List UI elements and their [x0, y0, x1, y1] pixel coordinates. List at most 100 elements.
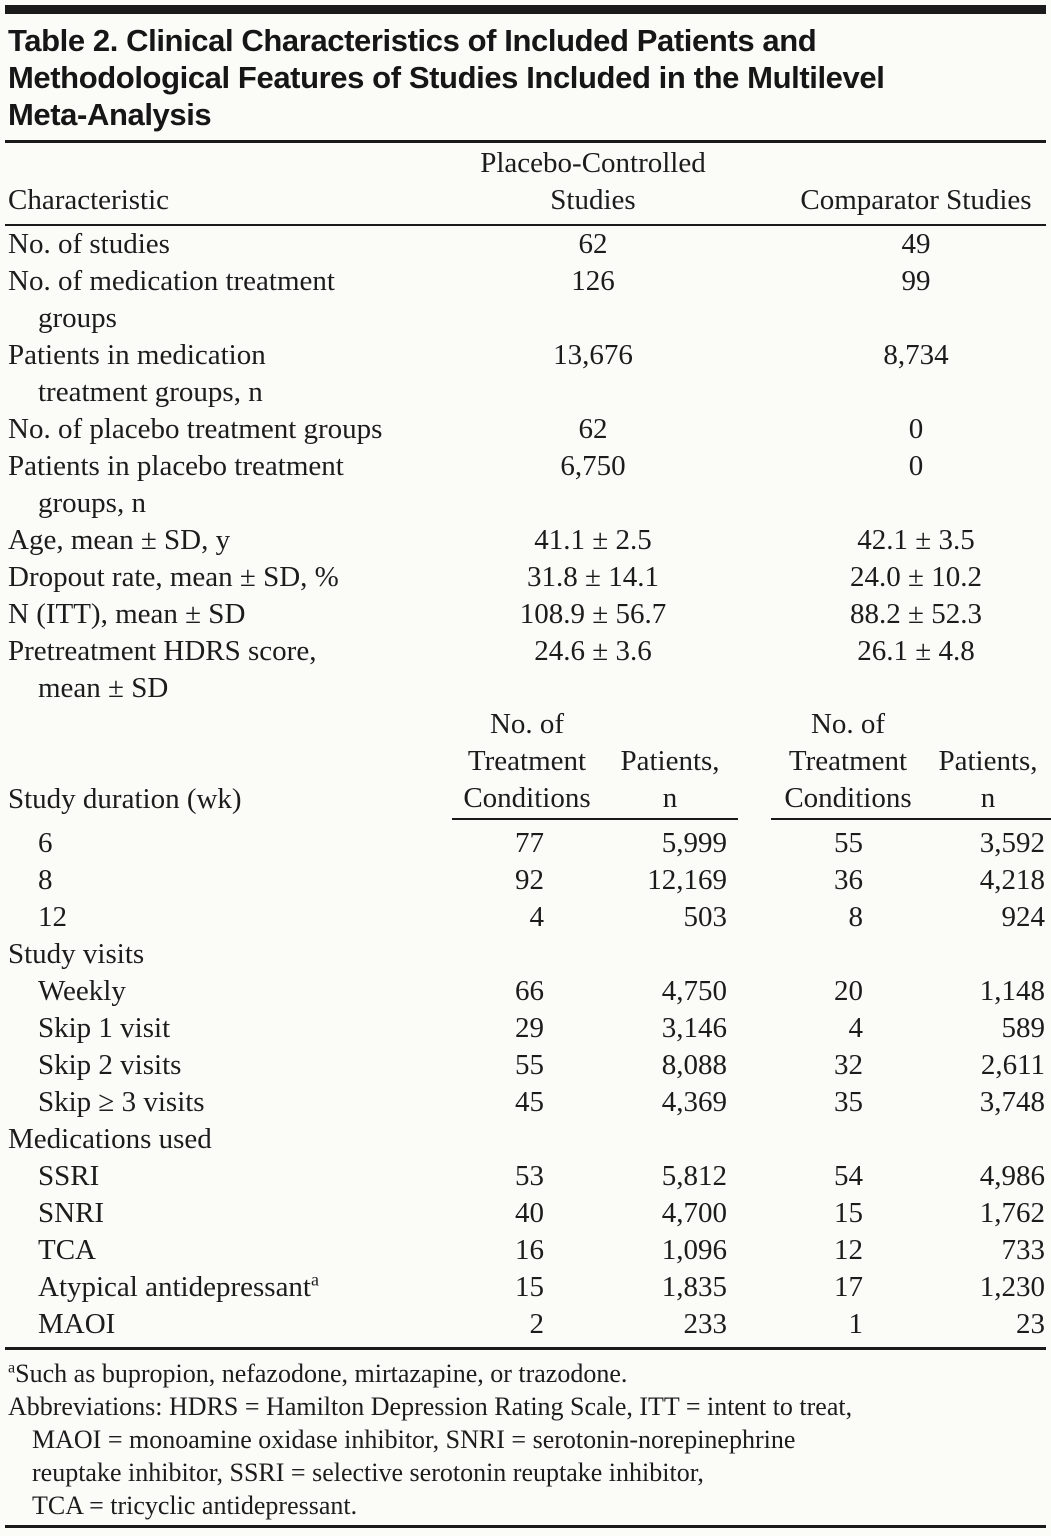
row-label: SSRI — [38, 1160, 100, 1192]
comparator-value: 49 — [901, 228, 931, 260]
row-label: Study visits — [8, 938, 145, 970]
table-row: TCA 16 1,096 12 733 — [0, 1232, 1051, 1269]
pc-patients-value — [544, 1121, 727, 1158]
row-label: TCA — [38, 1234, 96, 1266]
table-row: 6 77 5,999 55 3,592 — [0, 825, 1051, 862]
table-title-line: Meta-Analysis — [8, 97, 212, 132]
footnotes: aSuch as bupropion, nefazodone, mirtazap… — [8, 1357, 1043, 1522]
comp-conditions-value: 4 — [848, 1012, 864, 1044]
row-label: Medications used — [8, 1123, 212, 1155]
subheader-line: No. of — [810, 708, 886, 740]
table-row: No. of studies 62 49 — [0, 226, 1051, 263]
placebo-header-line: Placebo-Controlled — [480, 147, 706, 179]
comp-patients-value: 1,230 — [979, 1271, 1045, 1303]
comparator-value: 8,734 — [883, 339, 949, 371]
comp-patients-value: 4,218 — [979, 864, 1045, 896]
top-rule — [5, 5, 1046, 14]
pc-conditions-value: 92 — [515, 864, 544, 896]
row-label-line: No. of placebo treatment groups — [8, 413, 383, 445]
pc-patients-value: 8,088 — [661, 1049, 727, 1081]
comparator-value: 0 — [908, 450, 924, 482]
row-label-line: No. of medication treatment — [8, 265, 335, 297]
comp-patients-value: 924 — [1001, 901, 1046, 933]
subheader-line — [925, 706, 1051, 743]
row-label-line: Pretreatment HDRS score, — [8, 635, 317, 667]
pc-conditions-value: 29 — [515, 1012, 544, 1044]
comp-conditions-value: 54 — [834, 1160, 863, 1192]
comparator-value: 26.1 ± 4.8 — [857, 635, 975, 667]
comp-conditions-value: 12 — [834, 1234, 863, 1266]
row-label: Skip ≥ 3 visits — [38, 1086, 205, 1118]
pc-conditions-value: 15 — [515, 1271, 544, 1303]
comp-conditions-value: 1 — [848, 1308, 864, 1340]
comp-patients-value — [863, 1121, 1045, 1158]
subheader-line: Patients, — [620, 745, 720, 777]
comp-conditions-value: 55 — [834, 827, 863, 859]
comp-conditions-value: 35 — [834, 1086, 863, 1118]
abbreviations-line: Abbreviations: HDRS = Hamilton Depressio… — [8, 1392, 853, 1421]
table-row: Skip ≥ 3 visits 45 4,369 35 3,748 — [0, 1084, 1051, 1121]
table-row: SNRI 40 4,700 15 1,762 — [0, 1195, 1051, 1232]
abbreviations-line: reuptake inhibitor, SSRI = selective ser… — [32, 1458, 704, 1487]
row-label: Pretreatment HDRS score, mean ± SD — [8, 633, 443, 707]
pc-conditions-value: 66 — [515, 975, 544, 1007]
table-row: Pretreatment HDRS score, mean ± SD 24.6 ± … — [0, 633, 1051, 707]
patients-n-subheader: Patients, n — [602, 706, 738, 817]
comp-patients-value: 4,986 — [979, 1160, 1045, 1192]
pc-patients-value: 12,169 — [647, 864, 727, 896]
comparator-studies-header: Comparator Studies — [800, 184, 1032, 216]
column-header-row: Characteristic Placebo-Controlled Studie… — [0, 143, 1051, 224]
row-label-line: groups, n — [38, 487, 146, 519]
comp-conditions-value — [727, 1121, 863, 1158]
abbreviations-line: TCA = tricyclic antidepressant. — [32, 1491, 358, 1520]
pc-conditions-value: 40 — [515, 1197, 544, 1229]
pc-patients-value: 1,835 — [661, 1271, 727, 1303]
pc-conditions-value — [430, 936, 544, 973]
body-footnote-divider-rule — [5, 1347, 1046, 1350]
row-label: Patients in placebo treatment groups, n — [8, 448, 443, 522]
table-title-line: Table 2. Clinical Characteristics of Inc… — [8, 23, 817, 58]
placebo-value: 108.9 ± 56.7 — [519, 598, 667, 630]
pc-conditions-value: 4 — [529, 901, 545, 933]
row-label: 12 — [38, 901, 67, 933]
row-label-line: treatment groups, n — [38, 376, 263, 408]
table-row: MAOI 2 233 1 23 — [0, 1306, 1051, 1343]
table-row: Dropout rate, mean ± SD, % 31.8 ± 14.1 24.… — [0, 559, 1051, 596]
table-row: 12 4 503 8 924 — [0, 899, 1051, 936]
row-label-line: Age, mean ± SD, y — [8, 524, 231, 556]
row-label: MAOI — [38, 1308, 116, 1340]
bottom-rule — [5, 1525, 1046, 1528]
placebo-value: 24.6 ± 3.6 — [534, 635, 652, 667]
row-label: N (ITT), mean ± SD — [8, 596, 443, 633]
treatment-conditions-subheader: No. of Treatment Conditions — [452, 706, 602, 817]
placebo-studies-header: Placebo-Controlled Studies — [443, 145, 743, 219]
placebo-value: 126 — [571, 265, 615, 297]
comparator-value: 88.2 ± 52.3 — [850, 598, 982, 630]
pc-conditions-value: 45 — [515, 1086, 544, 1118]
table-row: Skip 2 visits 55 8,088 32 2,611 — [0, 1047, 1051, 1084]
subheader-line: Treatment — [788, 745, 908, 777]
placebo-value: 62 — [578, 413, 608, 445]
pc-patients-value — [544, 936, 727, 973]
comp-conditions-value: 20 — [834, 975, 863, 1007]
table-title: Table 2. Clinical Characteristics of Inc… — [8, 22, 1043, 133]
study-methodology-rows: 6 77 5,999 55 3,592 8 92 12,169 36 4,218 12 4 503 8 92… — [0, 825, 1051, 1343]
table-row: Skip 1 visit 29 3,146 4 589 — [0, 1010, 1051, 1047]
footnote-marker: a — [8, 1359, 16, 1377]
row-label: No. of medication treatment groups — [8, 263, 443, 337]
row-label: Atypical antidepressanta — [38, 1269, 319, 1303]
pc-conditions-value: 53 — [515, 1160, 544, 1192]
table-row: No. of medication treatment groups 126 99 — [0, 263, 1051, 337]
comparator-value: 0 — [908, 413, 924, 445]
comparator-value: 24.0 ± 10.2 — [850, 561, 982, 593]
pc-patients-value: 4,369 — [661, 1086, 727, 1118]
pc-patients-value: 5,812 — [661, 1160, 727, 1192]
pc-conditions-value: 55 — [515, 1049, 544, 1081]
subheader-line: Conditions — [463, 782, 591, 814]
comp-conditions-value: 15 — [834, 1197, 863, 1229]
row-label-line: Patients in placebo treatment — [8, 450, 344, 482]
row-label: 6 — [38, 827, 53, 859]
row-label: Dropout rate, mean ± SD, % — [8, 559, 443, 596]
row-label-line: mean ± SD — [38, 672, 169, 704]
comp-patients-value: 1,762 — [979, 1197, 1045, 1229]
